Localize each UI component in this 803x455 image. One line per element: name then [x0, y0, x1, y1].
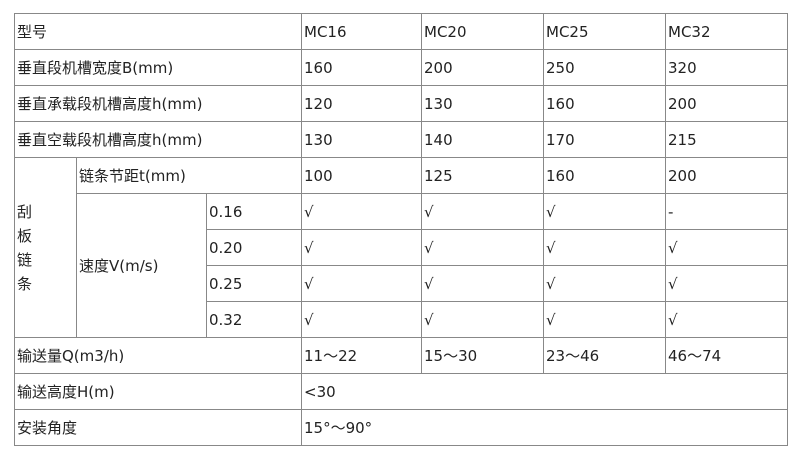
- row-label: 输送高度H(m): [14, 373, 302, 410]
- model-cell: MC16: [301, 13, 422, 50]
- speed-label: 速度V(m/s): [76, 193, 207, 338]
- cell: 215: [665, 121, 788, 158]
- check-cell: √: [301, 193, 422, 230]
- table-row: 0.20 √ √ √ √: [15, 229, 788, 266]
- cell: 23～46: [543, 337, 666, 374]
- model-cell: MC25: [543, 13, 666, 50]
- check-cell: √: [543, 301, 666, 338]
- cell: 170: [543, 121, 666, 158]
- cell: 160: [543, 157, 666, 194]
- chain-group-char: 条: [17, 274, 33, 293]
- check-cell: √: [421, 265, 544, 302]
- header-label: 型号: [14, 13, 302, 50]
- cell: 250: [543, 49, 666, 86]
- cell: <30: [301, 373, 788, 410]
- check-cell: √: [543, 265, 666, 302]
- cell: 130: [301, 121, 422, 158]
- table-row: 垂直段机槽宽度B(mm) 160 200 250 320: [14, 49, 788, 86]
- model-cell: MC32: [665, 13, 788, 50]
- check-cell: √: [543, 229, 666, 266]
- table-row: 速度V(m/s) 0.16 √ √ √ -: [15, 193, 788, 338]
- cell: 11～22: [301, 337, 422, 374]
- cell: 160: [543, 85, 666, 122]
- cell: 15～30: [421, 337, 544, 374]
- speed-value: 0.16: [206, 193, 302, 230]
- table-row: 输送量Q(m3/h) 11～22 15～30 23～46 46～74: [14, 337, 788, 374]
- cell: 15°～90°: [301, 409, 788, 446]
- check-cell: √: [421, 229, 544, 266]
- row-label: 链条节距t(mm): [76, 157, 302, 194]
- check-cell: -: [665, 193, 788, 230]
- table-row: 垂直承载段机槽高度h(mm) 120 130 160 200: [14, 85, 788, 122]
- table-row-header: 型号 MC16 MC20 MC25 MC32: [14, 13, 788, 50]
- spec-table: 型号 MC16 MC20 MC25 MC32 垂直段机槽宽度B(mm) 160 …: [14, 13, 788, 446]
- cell: 200: [421, 49, 544, 86]
- cell: 200: [665, 157, 788, 194]
- check-cell: √: [665, 229, 788, 266]
- table-row: 输送高度H(m) <30: [14, 373, 788, 410]
- check-cell: √: [421, 193, 544, 230]
- check-cell: √: [301, 229, 422, 266]
- table-row: 刮 板 链 条 链条节距t(mm) 100 125 160 200: [14, 157, 788, 338]
- model-cell: MC20: [421, 13, 544, 50]
- check-cell: √: [665, 265, 788, 302]
- row-label: 安装角度: [14, 409, 302, 446]
- cell: 125: [421, 157, 544, 194]
- table-row: 垂直空载段机槽高度h(mm) 130 140 170 215: [14, 121, 788, 158]
- chain-group-char: 板: [17, 226, 33, 245]
- row-label: 垂直承载段机槽高度h(mm): [14, 85, 302, 122]
- cell: 100: [301, 157, 422, 194]
- chain-group-char: 刮: [17, 202, 33, 221]
- cell: 200: [665, 85, 788, 122]
- speed-value: 0.20: [206, 229, 302, 266]
- cell: 130: [421, 85, 544, 122]
- cell: 140: [421, 121, 544, 158]
- table-row: 0.25 √ √ √ √: [15, 265, 788, 302]
- table-row: 安装角度 15°～90°: [14, 409, 788, 446]
- cell: 120: [301, 85, 422, 122]
- row-label: 输送量Q(m3/h): [14, 337, 302, 374]
- cell: 46～74: [665, 337, 788, 374]
- speed-value: 0.32: [206, 301, 302, 338]
- check-cell: √: [301, 265, 422, 302]
- cell: 160: [301, 49, 422, 86]
- chain-group-char: 链: [17, 250, 33, 269]
- check-cell: √: [301, 301, 422, 338]
- check-cell: √: [421, 301, 544, 338]
- speed-value: 0.25: [206, 265, 302, 302]
- chain-group-label: 刮 板 链 条: [14, 157, 77, 338]
- cell: 320: [665, 49, 788, 86]
- row-label: 垂直空载段机槽高度h(mm): [14, 121, 302, 158]
- check-cell: √: [543, 193, 666, 230]
- check-cell: √: [665, 301, 788, 338]
- row-label: 垂直段机槽宽度B(mm): [14, 49, 302, 86]
